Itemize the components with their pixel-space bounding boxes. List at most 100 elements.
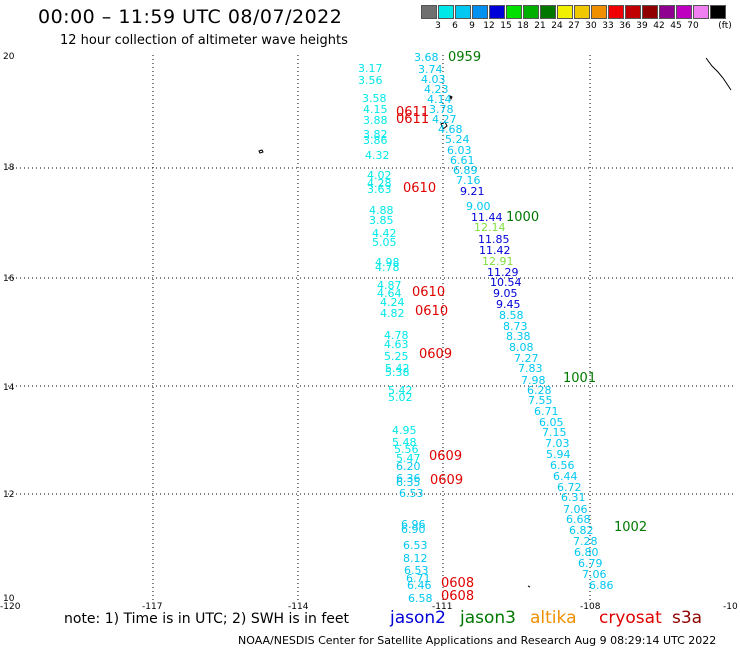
wave-height-label: 4.28 [367, 177, 392, 190]
legend-label: 24 [551, 21, 563, 31]
wave-height-label: 11.42 [479, 244, 511, 257]
wave-height-label: 5.47 [396, 452, 421, 465]
wave-height-label: 6.56 [550, 459, 575, 472]
legend-swatch [455, 5, 471, 19]
wave-height-label: 4.78 [384, 329, 409, 342]
wave-height-label: 6.86 [589, 579, 614, 592]
wave-height-label: 6.53 [403, 539, 428, 552]
wave-height-label: 6.80 [574, 546, 599, 559]
legend-swatch [591, 5, 607, 19]
wave-height-label: 4.03 [421, 73, 446, 86]
page-subtitle: 12 hour collection of altimeter wave hei… [60, 33, 348, 48]
legend-swatch [608, 5, 624, 19]
satellite-jason3: jason3 [460, 608, 516, 628]
wave-height-label: 8.38 [506, 330, 531, 343]
wave-height-label: 5.94 [546, 448, 571, 461]
wave-height-label: 4.78 [375, 261, 400, 274]
wave-height-label: 8.73 [503, 320, 528, 333]
wave-height-label: 6.72 [557, 481, 582, 494]
pass-time-label: 0610 [412, 285, 446, 300]
wave-height-label: 3.86 [363, 134, 388, 147]
wave-height-label: 4.02 [367, 169, 392, 182]
wave-height-label: 3.82 [363, 128, 388, 141]
legend-label: 36 [619, 21, 631, 31]
wave-height-label: 6.82 [569, 524, 594, 537]
wave-height-label: 7.03 [545, 437, 570, 450]
wave-height-label: 4.64 [377, 287, 402, 300]
wave-height-label: 7.06 [563, 503, 588, 516]
wave-height-label: 6.46 [407, 579, 432, 592]
legend-swatch [676, 5, 692, 19]
wave-height-label: 6.20 [396, 460, 421, 473]
wave-height-label: 8.12 [403, 552, 428, 565]
legend-label: 15 [500, 21, 512, 31]
pass-time-label: 0609 [419, 347, 453, 362]
legend-swatch [523, 5, 539, 19]
wave-height-label: 7.15 [542, 426, 567, 439]
pass-time-label: 0608 [441, 589, 475, 604]
wave-height-label: 9.00 [466, 200, 491, 213]
wave-height-label: 6.05 [539, 416, 564, 429]
legend-label: 21 [534, 21, 546, 31]
wave-height-label: 3.78 [429, 103, 454, 116]
wave-height-label: 5.02 [388, 391, 413, 404]
wave-height-label: 6.31 [561, 491, 586, 504]
wave-height-label: 4.23 [424, 83, 449, 96]
lat-tick-label: 10 [3, 594, 15, 604]
wave-height-label: 3.68 [414, 51, 439, 64]
island-marker [258, 149, 264, 154]
legend-swatch [421, 5, 437, 19]
wave-height-label: 4.82 [380, 307, 405, 320]
island-revillagigedo [440, 121, 448, 130]
wave-height-label: 12.14 [474, 221, 506, 234]
satellite-altika: altika [530, 608, 577, 628]
wave-height-label: 6.61 [450, 154, 475, 167]
legend-label: 3 [435, 21, 441, 31]
pass-time-label: 0610 [415, 304, 449, 319]
wave-height-label: 11.29 [487, 266, 519, 279]
legend-swatch [506, 5, 522, 19]
legend-label: 45 [670, 21, 682, 31]
wave-height-label: 3.85 [369, 214, 394, 227]
wave-height-label: 3.88 [363, 114, 388, 127]
wave-height-label: 5.05 [372, 236, 397, 249]
wave-height-label: 6.68 [566, 513, 591, 526]
island-marker [449, 95, 453, 101]
wave-height-label: 7.98 [521, 374, 546, 387]
lat-tick-label: 16 [3, 274, 15, 284]
wave-height-label: 3.56 [358, 74, 383, 87]
wave-height-label: 4.14 [427, 93, 452, 106]
lat-tick-label: 20 [3, 52, 15, 62]
legend-swatch [574, 5, 590, 19]
wave-height-label: 6.71 [406, 572, 431, 585]
lon-tick-label: -10 [723, 602, 738, 612]
pass-time-label: 1002 [614, 520, 648, 535]
wave-height-label: 7.55 [528, 394, 553, 407]
pass-time-label: 0609 [429, 449, 463, 464]
wave-height-label: 5.48 [392, 436, 417, 449]
legend-label: 33 [602, 21, 614, 31]
coastline-baja [705, 57, 732, 91]
wave-height-label: 6.53 [399, 487, 424, 500]
wave-height-label: 4.27 [432, 113, 457, 126]
wave-height-label: 4.98 [375, 256, 400, 269]
wave-height-label: 7.28 [573, 535, 598, 548]
lat-tick-label: 18 [3, 163, 15, 173]
wave-height-label: 10.54 [490, 276, 522, 289]
wave-height-label: 5.25 [384, 350, 409, 363]
wave-height-label: 5.24 [445, 133, 470, 146]
legend-swatch [710, 5, 726, 19]
wave-height-label: 12.91 [482, 255, 514, 268]
legend-swatch [659, 5, 675, 19]
wave-height-label: 4.24 [380, 296, 405, 309]
pass-time-label: 0608 [441, 576, 475, 591]
wave-height-label: 3.58 [362, 92, 387, 105]
pass-time-label: 1001 [563, 371, 597, 386]
pass-time-label: 1000 [506, 210, 540, 225]
wave-height-label: 4.95 [392, 424, 417, 437]
wave-height-label: 3.74 [418, 63, 443, 76]
pass-time-label: 0611 [396, 112, 430, 127]
wave-height-label: 4.87 [377, 279, 402, 292]
lat-tick-label: 12 [3, 490, 15, 500]
wave-height-label: 6.89 [453, 164, 478, 177]
